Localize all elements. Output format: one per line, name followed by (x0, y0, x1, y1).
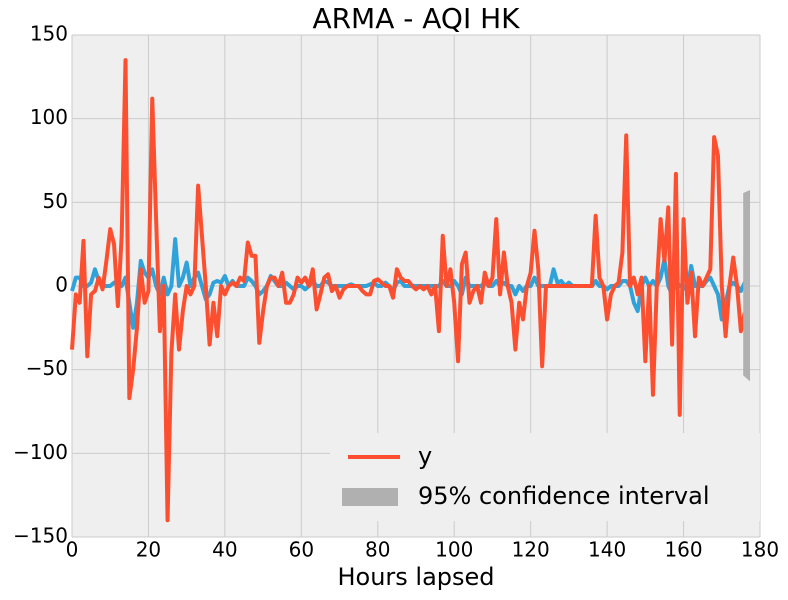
legend-label: 95% confidence interval (418, 482, 709, 510)
x-tick-label: 160 (664, 538, 702, 562)
legend-label: y (418, 442, 432, 470)
y-tick-label: 50 (43, 189, 68, 213)
y-tick-label: −50 (26, 356, 68, 380)
x-tick-label: 140 (588, 538, 626, 562)
x-tick-label: 0 (66, 538, 79, 562)
x-tick-label: 80 (365, 538, 390, 562)
x-tick-label: 60 (289, 538, 314, 562)
x-tick-label: 120 (512, 538, 550, 562)
series-line (70, 58, 747, 523)
x-tick-label: 180 (741, 538, 779, 562)
legend-swatch (342, 488, 398, 506)
x-axis-label: Hours lapsed (337, 563, 494, 591)
x-tick-label: 100 (435, 538, 473, 562)
y-tick-label: 0 (55, 273, 68, 297)
confidence-band (743, 189, 751, 382)
y-tick-label: −150 (13, 524, 68, 548)
y-tick-label: 100 (30, 105, 68, 129)
legend-box (330, 433, 760, 521)
y-tick-label: −100 (13, 440, 68, 464)
y-tick-label: 150 (30, 22, 68, 46)
chart-title: ARMA - AQI HK (312, 2, 520, 35)
x-tick-label: 20 (136, 538, 161, 562)
x-tick-label: 40 (212, 538, 237, 562)
